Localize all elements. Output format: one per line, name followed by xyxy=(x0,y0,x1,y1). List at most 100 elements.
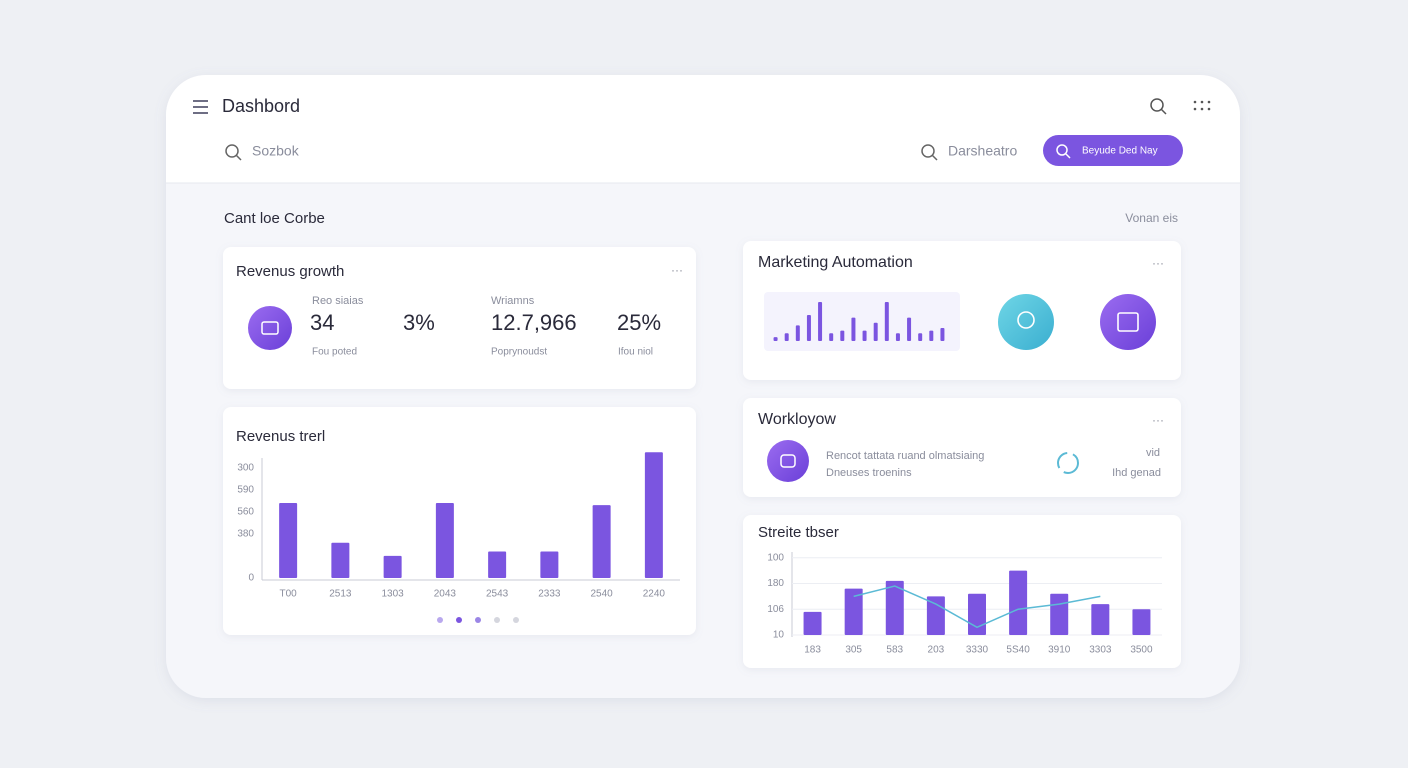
icon-glyph xyxy=(1117,312,1139,332)
icon-circle[interactable] xyxy=(998,294,1054,350)
x-tick-label: 3910 xyxy=(1048,645,1071,656)
x-tick-label: 583 xyxy=(886,645,903,656)
stat-icon-glyph xyxy=(261,321,279,335)
y-tick-label: 300 xyxy=(237,462,254,473)
sync-icon[interactable] xyxy=(1057,452,1079,474)
bar xyxy=(844,588,863,635)
line xyxy=(853,585,1101,629)
stat-value: 12.7,966 xyxy=(491,310,577,335)
workflow-meta: vid xyxy=(1146,447,1160,459)
bar xyxy=(1132,609,1151,635)
icon-glyph xyxy=(780,454,796,468)
stat-label: Wriamns xyxy=(491,295,535,307)
bar xyxy=(968,593,986,635)
spark-bar xyxy=(940,328,945,341)
bar xyxy=(592,505,611,578)
pagination[interactable] xyxy=(437,617,519,623)
card-title: Marketing Automation xyxy=(758,254,913,271)
y-tick-label: 0 xyxy=(248,573,254,584)
bar xyxy=(803,611,822,635)
spark-bar xyxy=(884,302,889,341)
spark-bar xyxy=(818,302,823,341)
x-tick-label: 183 xyxy=(804,645,821,656)
x-tick-label: 1303 xyxy=(382,589,405,600)
bar xyxy=(926,596,945,635)
spark-bar xyxy=(795,325,800,341)
chart-title: Revenus trerl xyxy=(236,428,325,445)
section-link[interactable]: Vonan eis xyxy=(1125,211,1178,225)
spark-bar xyxy=(829,333,834,341)
y-tick-label: 180 xyxy=(767,578,784,589)
x-tick-label: 2240 xyxy=(643,589,666,600)
x-tick-label: 3500 xyxy=(1130,645,1153,656)
stat-value: 34 xyxy=(310,310,334,335)
x-tick-label: 2513 xyxy=(329,589,352,600)
y-tick-label: 560 xyxy=(237,506,254,517)
spark-bar xyxy=(873,322,878,341)
spark-bar xyxy=(806,315,811,341)
bar xyxy=(435,502,454,578)
workflow-meta: Ihd genad xyxy=(1112,467,1161,479)
spark-bar xyxy=(907,317,912,341)
spark-bar xyxy=(862,330,867,341)
stat-value: 3% xyxy=(403,310,435,335)
bar xyxy=(1009,570,1028,635)
card-menu[interactable]: ··· xyxy=(671,263,683,277)
search-icon[interactable] xyxy=(921,144,938,161)
spark-bar xyxy=(895,333,900,341)
menu-icon[interactable] xyxy=(193,100,208,114)
button-label[interactable]: Beyude Ded Nay xyxy=(1082,146,1158,157)
chart-title: Streite tbser xyxy=(758,524,839,541)
spark-bar xyxy=(773,337,778,341)
icon-glyph xyxy=(1017,311,1035,329)
x-tick-label: 3303 xyxy=(1089,645,1112,656)
search-icon[interactable] xyxy=(225,144,242,161)
x-tick-label: 2043 xyxy=(434,589,457,600)
spark-bar xyxy=(918,333,923,341)
spark-bar xyxy=(840,330,845,341)
y-tick-label: 106 xyxy=(767,604,784,615)
bar xyxy=(1091,604,1110,635)
more-icon[interactable] xyxy=(1193,100,1211,111)
icon-circle[interactable] xyxy=(1100,294,1156,350)
stat-icon xyxy=(248,306,292,350)
x-tick-label: 305 xyxy=(845,645,862,656)
y-tick-label: 380 xyxy=(237,529,254,540)
button-icon xyxy=(1056,144,1071,159)
spark-bar xyxy=(784,333,789,341)
x-tick-label: 5S40 xyxy=(1006,645,1030,656)
card-menu[interactable]: ··· xyxy=(1152,413,1164,427)
card xyxy=(223,247,696,389)
stat-sub: Fou poted xyxy=(312,347,357,358)
y-tick-label: 10 xyxy=(773,630,785,641)
action-button[interactable] xyxy=(1043,135,1183,166)
search-secondary[interactable]: Darsheatro xyxy=(948,143,1017,159)
x-tick-label: 3330 xyxy=(966,645,989,656)
search-icon[interactable] xyxy=(1150,98,1167,115)
stat-sub: Poprynoudst xyxy=(491,347,547,358)
bar xyxy=(644,452,663,578)
title: Dashbord xyxy=(222,96,300,116)
workflow-text: Rencot tattata ruand olmatsiaing xyxy=(826,450,984,462)
sparkline-box xyxy=(764,292,960,351)
bar xyxy=(540,551,559,578)
card-menu[interactable]: ··· xyxy=(1152,256,1164,270)
bar xyxy=(279,502,298,578)
bar xyxy=(331,542,350,578)
section-title: Cant loe Corbe xyxy=(224,210,325,227)
bar xyxy=(383,555,402,578)
card-title: Revenus growth xyxy=(236,263,344,280)
spark-bar xyxy=(851,317,856,341)
workflow-text: Dneuses troenins xyxy=(826,467,912,479)
search-input[interactable]: Sozbok xyxy=(252,143,300,159)
y-tick-label: 100 xyxy=(767,552,784,563)
x-tick-label: 2540 xyxy=(591,589,614,600)
stat-label: Reo siaias xyxy=(312,295,364,307)
card-title: Workloyow xyxy=(758,411,836,428)
x-tick-label: T00 xyxy=(280,589,298,600)
header xyxy=(166,75,1240,183)
x-tick-label: 203 xyxy=(928,645,945,656)
bar xyxy=(885,580,904,635)
y-tick-label: 590 xyxy=(237,484,254,495)
